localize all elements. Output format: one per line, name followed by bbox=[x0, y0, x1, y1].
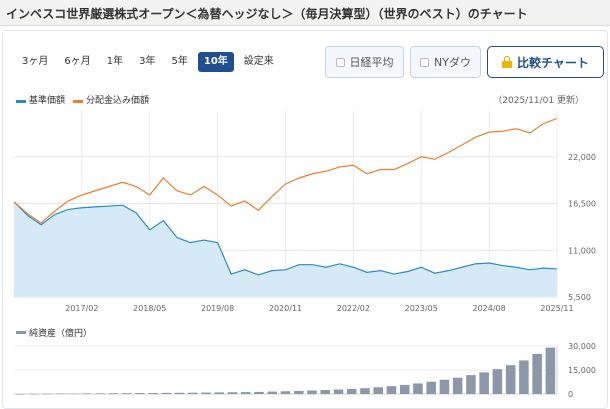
range-tab-inception[interactable]: 設定来 bbox=[243, 56, 274, 67]
x-tick-label: 2022/02 bbox=[337, 304, 370, 313]
net-assets-bar bbox=[254, 391, 264, 394]
updated-date: （2025/11/01 更新） bbox=[493, 96, 584, 106]
net-assets-bar bbox=[188, 392, 198, 394]
net-assets-bar bbox=[55, 393, 66, 395]
net-assets-bar bbox=[492, 369, 503, 394]
nydow-toggle-button[interactable]: NYダウ bbox=[410, 46, 481, 78]
range-tab-6m[interactable]: 6ヶ月 bbox=[64, 56, 91, 67]
x-tick-label: 2024/08 bbox=[473, 304, 506, 313]
net-assets-bar bbox=[452, 377, 463, 394]
net-assets-bar bbox=[95, 393, 105, 394]
x-tick-label: 2025/11 bbox=[540, 304, 573, 313]
bar-y-tick-label: 30,000 bbox=[568, 342, 596, 351]
page-title: インベスコ世界厳選株式オープン＜為替ヘッジなし＞（毎月決算型）（世界のベスト）の… bbox=[6, 7, 528, 21]
bar-y-tick-label: 15,000 bbox=[568, 366, 596, 375]
y-tick-label: 5,500 bbox=[568, 293, 591, 302]
net-assets-bar bbox=[280, 391, 291, 394]
net-assets-bar bbox=[15, 393, 26, 395]
x-tick-label: 2019/08 bbox=[201, 304, 234, 313]
range-tab-3m[interactable]: 3ヶ月 bbox=[22, 56, 49, 67]
range-tab-5y[interactable]: 5年 bbox=[171, 56, 188, 67]
net-assets-bar bbox=[426, 381, 436, 394]
range-tab-10y[interactable]: 10年 bbox=[197, 52, 234, 72]
net-assets-bar bbox=[241, 392, 251, 394]
x-tick-label: 2020/11 bbox=[269, 304, 302, 313]
nydow-label: NYダウ bbox=[434, 56, 471, 69]
net-assets-bar bbox=[360, 388, 370, 394]
net-assets-bar bbox=[320, 390, 330, 394]
net-assets-bar bbox=[121, 393, 132, 394]
nikkei-label: 日経平均 bbox=[349, 56, 394, 69]
net-assets-bar bbox=[82, 393, 92, 394]
x-tick-label: 2017/02 bbox=[65, 304, 98, 313]
net-assets-bar bbox=[413, 383, 423, 394]
net-assets-bar bbox=[148, 393, 158, 394]
net-assets-legend: 純資産（億円） bbox=[16, 326, 92, 339]
net-assets-bar bbox=[108, 393, 119, 394]
net-assets-bar bbox=[386, 386, 397, 394]
title-bar: インベスコ世界厳選株式オープン＜為替ヘッジなし＞（毎月決算型）（世界のベスト）の… bbox=[0, 0, 610, 26]
net-assets-bar bbox=[201, 392, 211, 394]
net-assets-bar bbox=[399, 384, 410, 394]
x-tick-label: 2023/05 bbox=[405, 304, 438, 313]
net-assets-label: 純資産（億円） bbox=[29, 329, 93, 339]
net-assets-bar bbox=[466, 375, 476, 394]
nav-series-line bbox=[13, 201, 558, 276]
net-assets-bar bbox=[293, 390, 304, 394]
net-assets-bar bbox=[161, 392, 172, 394]
net-assets-bar bbox=[227, 392, 238, 394]
y-tick-label: 22,000 bbox=[568, 153, 596, 162]
net-assets-bar bbox=[532, 354, 542, 394]
legend-item-reinvested: 分配金込み価額 bbox=[73, 93, 149, 106]
reinvested-series-line bbox=[13, 117, 558, 224]
nav-area bbox=[14, 201, 557, 297]
x-tick-label: 2018/05 bbox=[133, 304, 166, 313]
net-assets-bar bbox=[174, 392, 185, 394]
net-assets-bar bbox=[479, 372, 489, 394]
net-assets-bar bbox=[135, 393, 145, 394]
y-tick-label: 16,500 bbox=[568, 200, 596, 209]
nikkei-toggle-button[interactable]: 日経平均 bbox=[325, 46, 404, 78]
net-assets-bar bbox=[214, 392, 225, 394]
bar-y-tick-label: 0 bbox=[568, 390, 573, 399]
net-assets-bar bbox=[346, 388, 357, 394]
range-tab-1y[interactable]: 1年 bbox=[106, 56, 124, 67]
checkbox-icon bbox=[420, 57, 430, 67]
chart-legend: 基準価額 分配金込み価額 bbox=[16, 93, 149, 106]
checkbox-icon bbox=[335, 57, 345, 67]
net-assets-bar bbox=[439, 379, 450, 394]
net-assets-bar bbox=[29, 393, 39, 395]
net-assets-bar bbox=[68, 393, 79, 395]
range-tab-3y[interactable]: 3年 bbox=[139, 56, 156, 67]
legend-item-nav: 基準価額 bbox=[16, 93, 65, 106]
net-assets-bar bbox=[519, 360, 529, 394]
net-assets-bar bbox=[505, 365, 516, 394]
net-assets-bar bbox=[42, 393, 52, 395]
net-assets-bar bbox=[307, 390, 317, 394]
net-assets-bar bbox=[545, 347, 556, 394]
compare-chart-button[interactable]: 比較チャート bbox=[487, 46, 604, 78]
net-assets-bar bbox=[373, 387, 383, 394]
lock-icon bbox=[502, 56, 513, 68]
y-tick-label: 11,000 bbox=[568, 246, 596, 255]
range-tabs: 3ヶ月 6ヶ月 1年 3年 5年 10年 設定来 bbox=[16, 52, 280, 72]
net-assets-bar bbox=[267, 391, 278, 394]
compare-chart-label: 比較チャート bbox=[517, 55, 589, 70]
net-assets-bar bbox=[333, 389, 344, 394]
